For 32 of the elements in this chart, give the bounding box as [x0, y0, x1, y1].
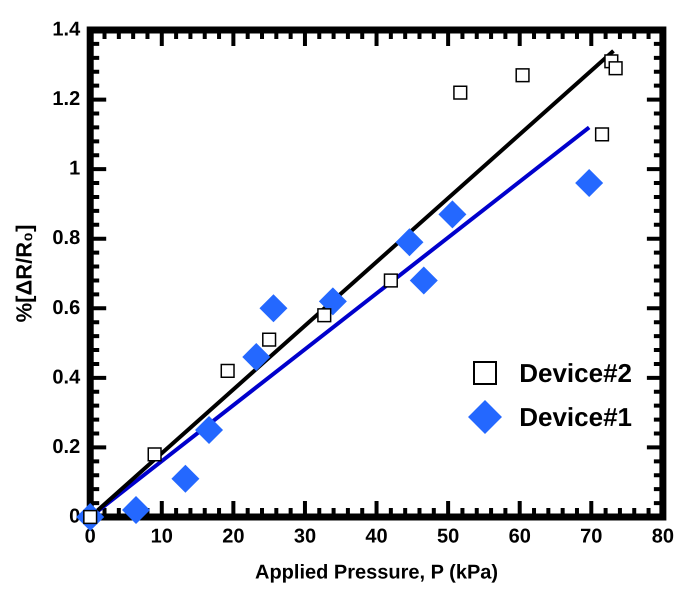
- y-tick-label: 1.4: [52, 18, 82, 41]
- point: [410, 266, 438, 294]
- point: [242, 342, 270, 371]
- x-tick-label: 50: [437, 526, 460, 548]
- x-tick-label: 70: [580, 526, 602, 548]
- point: [384, 273, 398, 288]
- point: [608, 61, 623, 76]
- x-tick-label: 0: [84, 526, 96, 548]
- x-tick-label: 60: [508, 526, 531, 548]
- x-tick-label: 30: [294, 526, 316, 548]
- x-tick-label: 20: [222, 526, 244, 548]
- x-tick-label: 80: [652, 526, 674, 548]
- x-tick-label: 40: [365, 526, 388, 548]
- y-tick-label: 0.8: [52, 227, 80, 250]
- point: [195, 416, 224, 444]
- legend-label: Device#1: [519, 402, 632, 432]
- y-tick-label: 0.6: [52, 296, 80, 319]
- point: [171, 464, 200, 493]
- x-tick-label: 10: [150, 526, 173, 548]
- y-tick-label: 1: [69, 158, 80, 180]
- point: [259, 294, 288, 322]
- point: [395, 228, 424, 256]
- point: [575, 169, 604, 198]
- y-tick-label: 0.2: [52, 436, 80, 458]
- point: [438, 200, 466, 228]
- y-tick-label: 0.4: [52, 366, 82, 388]
- y-axis-title: %[ΔR/R₀]: [11, 224, 36, 322]
- y-tick-label: 1.2: [52, 88, 80, 110]
- point: [318, 287, 347, 316]
- point: [122, 496, 150, 524]
- x-axis-title: Applied Pressure, P (kPa): [255, 562, 498, 584]
- legend-label: Device#2: [519, 358, 632, 388]
